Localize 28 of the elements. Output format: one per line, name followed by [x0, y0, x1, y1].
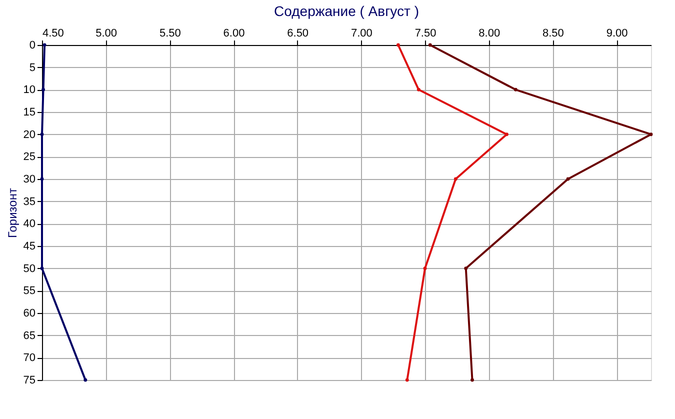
x-tick-label: 6.50 [287, 28, 309, 40]
y-tick-label: 70 [23, 352, 36, 364]
x-tick-label: 9.00 [606, 28, 628, 40]
y-tick-label: 50 [23, 262, 36, 275]
y-tick-label: 75 [23, 374, 36, 386]
x-tick-label: 8.50 [542, 28, 564, 40]
x-tick-label: 8.00 [478, 28, 500, 40]
y-tick-label: 10 [23, 84, 36, 96]
x-tick-label: 7.00 [350, 28, 372, 40]
y-tick-label: 0 [29, 40, 36, 52]
y-tick-label: 55 [23, 285, 36, 298]
y-tick-label: 40 [23, 218, 36, 230]
y-tick-label: 60 [23, 308, 36, 320]
y-tick-label: 15 [23, 106, 36, 118]
y-tick-label: 45 [23, 240, 36, 252]
x-tick-label: 5.50 [159, 28, 181, 40]
x-tick-label: 7.50 [414, 28, 436, 40]
x-tick-label: 4.50 [42, 28, 64, 40]
y-tick-label: 35 [23, 196, 36, 208]
y-tick-label: 30 [23, 174, 36, 186]
y-axis-title: Горизонт [5, 188, 20, 238]
x-tick-label: 5.00 [96, 28, 118, 40]
y-tick-label: 25 [23, 151, 36, 164]
chart-title: Содержание ( Август ) [274, 3, 419, 19]
x-tick-label: 6.00 [223, 28, 245, 40]
y-tick-label: 20 [23, 128, 36, 141]
y-tick-label: 5 [29, 62, 36, 74]
y-tick-label: 65 [23, 330, 36, 342]
